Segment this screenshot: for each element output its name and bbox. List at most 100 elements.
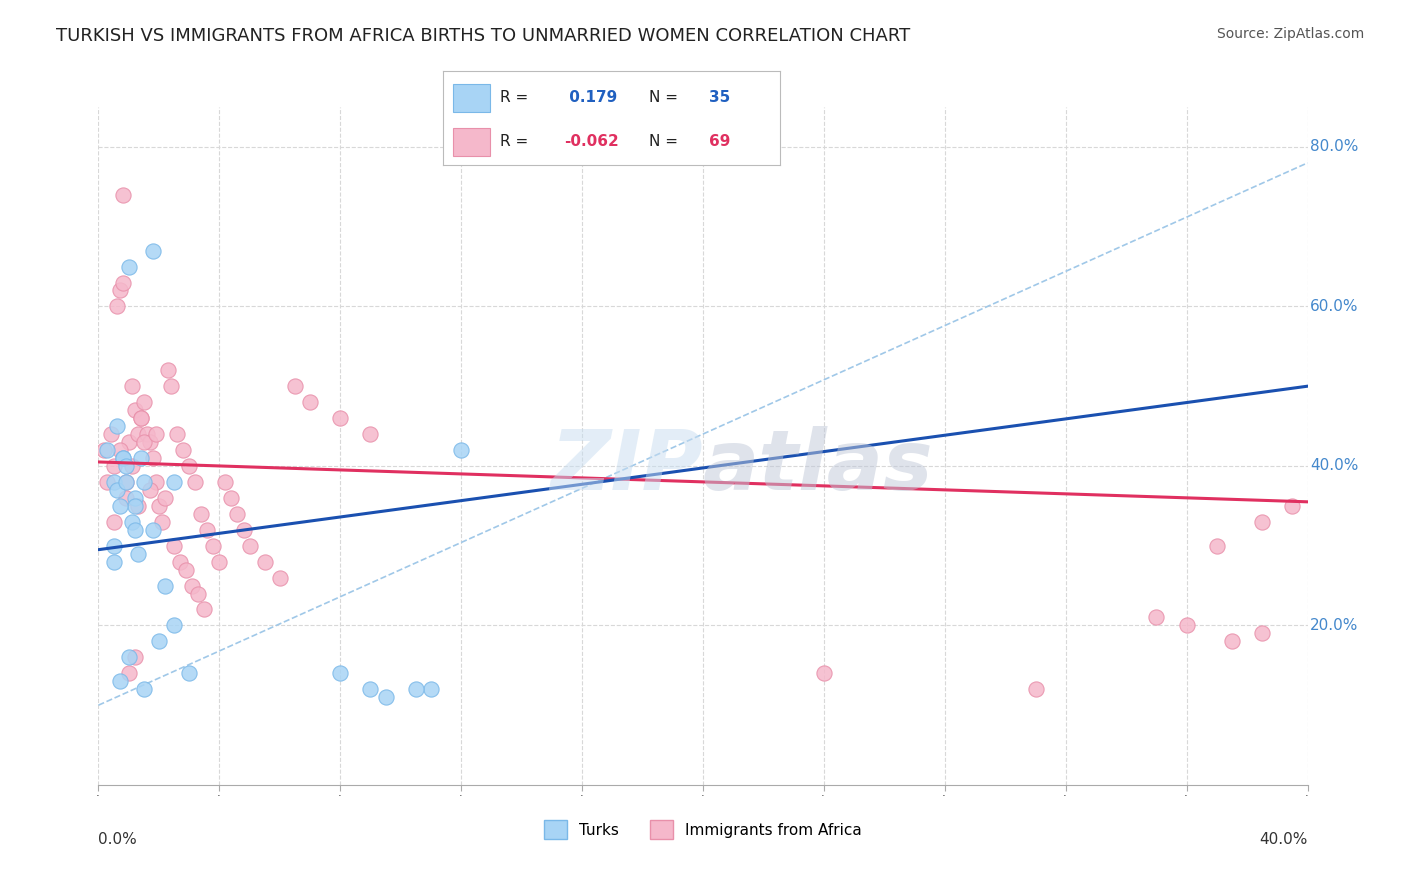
Point: [121, 379, 143, 393]
Text: 60.0%: 60.0%: [1310, 299, 1358, 314]
Legend: Turks, Immigrants from Africa: Turks, Immigrants from Africa: [538, 814, 868, 845]
Point: [124, 403, 146, 417]
Point: [405, 682, 427, 697]
Point: [156, 363, 179, 377]
Text: N =: N =: [648, 90, 682, 105]
Point: [142, 244, 165, 258]
Point: [103, 458, 125, 473]
Point: [108, 284, 131, 298]
Point: [124, 650, 146, 665]
Point: [100, 427, 122, 442]
Point: [193, 602, 215, 616]
Point: [139, 435, 162, 450]
Point: [105, 483, 128, 497]
Point: [132, 475, 155, 489]
Text: 0.179: 0.179: [564, 90, 617, 105]
Point: [145, 475, 167, 489]
Text: 69: 69: [710, 134, 731, 149]
Point: [226, 507, 249, 521]
Point: [121, 515, 143, 529]
Point: [139, 483, 162, 497]
Point: [127, 427, 149, 442]
Point: [1175, 618, 1198, 632]
Point: [132, 395, 155, 409]
Point: [221, 491, 243, 505]
Text: R =: R =: [501, 90, 533, 105]
Point: [187, 586, 209, 600]
Point: [127, 547, 149, 561]
Point: [813, 666, 835, 681]
Point: [135, 427, 157, 442]
Point: [150, 515, 173, 529]
Text: N =: N =: [648, 134, 682, 149]
Point: [96, 442, 118, 457]
Text: 35: 35: [710, 90, 731, 105]
Point: [1024, 682, 1046, 697]
Point: [148, 634, 170, 648]
Point: [195, 523, 218, 537]
Point: [129, 411, 152, 425]
Point: [129, 450, 152, 465]
Point: [253, 555, 276, 569]
Point: [174, 563, 197, 577]
Point: [105, 419, 128, 434]
Point: [179, 666, 201, 681]
Point: [184, 475, 207, 489]
Point: [153, 578, 176, 592]
Point: [374, 690, 396, 705]
Point: [118, 260, 141, 274]
Point: [111, 450, 134, 465]
Point: [160, 379, 183, 393]
Point: [1206, 539, 1229, 553]
Point: [114, 491, 136, 505]
Point: [124, 523, 146, 537]
Point: [329, 411, 352, 425]
Point: [142, 523, 165, 537]
Point: [163, 618, 186, 632]
Point: [111, 450, 134, 465]
Point: [142, 450, 165, 465]
Point: [93, 442, 115, 457]
Point: [111, 187, 134, 202]
Text: 40.0%: 40.0%: [1310, 458, 1358, 474]
Text: -0.062: -0.062: [564, 134, 619, 149]
Point: [132, 682, 155, 697]
Point: [208, 555, 231, 569]
Point: [105, 300, 128, 314]
Point: [103, 555, 125, 569]
Point: [103, 475, 125, 489]
Point: [1220, 634, 1243, 648]
Point: [118, 650, 141, 665]
Point: [1281, 499, 1303, 513]
Point: [121, 458, 143, 473]
Point: [269, 571, 291, 585]
Text: atlas: atlas: [703, 425, 934, 507]
Point: [129, 411, 152, 425]
Point: [108, 674, 131, 689]
Point: [124, 499, 146, 513]
Point: [232, 523, 254, 537]
Point: [103, 515, 125, 529]
Point: [148, 499, 170, 513]
Point: [239, 539, 262, 553]
Point: [299, 395, 322, 409]
Point: [114, 475, 136, 489]
Text: Source: ZipAtlas.com: Source: ZipAtlas.com: [1216, 27, 1364, 41]
Text: 80.0%: 80.0%: [1310, 139, 1358, 154]
Text: 0.0%: 0.0%: [98, 832, 138, 847]
Point: [96, 475, 118, 489]
Point: [124, 491, 146, 505]
Point: [127, 499, 149, 513]
Point: [450, 442, 472, 457]
Text: 20.0%: 20.0%: [1310, 618, 1358, 633]
Point: [108, 442, 131, 457]
Point: [181, 578, 204, 592]
Point: [360, 427, 382, 442]
Point: [108, 499, 131, 513]
Point: [132, 435, 155, 450]
Point: [145, 427, 167, 442]
Text: R =: R =: [501, 134, 533, 149]
Point: [190, 507, 212, 521]
Point: [179, 458, 201, 473]
Point: [329, 666, 352, 681]
